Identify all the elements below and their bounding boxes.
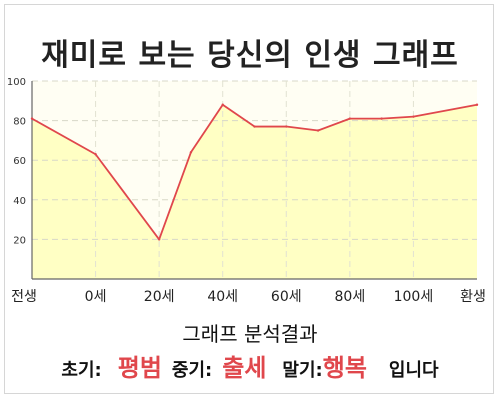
y-tick-label-80: 80 [13,117,26,128]
x-tick-label-1: 0세 [85,289,107,305]
x-tick-label-0: 전생 [11,289,37,305]
x-tick-label-4: 60세 [271,289,302,305]
x-tick-label-3: 40세 [207,289,238,305]
data-point-전생 [30,117,34,120]
x-tick-label-7: 환생 [460,289,486,305]
life-graph-chart: 20 40 60 80 100 전생 0세 20세 40세 60세 80세 100세 환생 [7,77,486,305]
analysis-title: 그래프 분석결과 [182,322,318,346]
x-tick-label-6: 100세 [394,289,434,305]
early-label: 초기: [61,360,102,381]
data-point-40세 [221,103,224,106]
series-line [31,103,478,241]
late-label: 말기: [282,360,323,381]
data-point-환생 [475,103,479,106]
mid-value: 출세 [222,354,267,382]
late-value: 행복 [322,354,367,382]
x-tick-label-2: 20세 [144,289,175,305]
x-tick-label-5: 80세 [335,289,366,305]
data-point-80세 [348,117,352,120]
series-area [32,104,477,279]
y-tick-label-100: 100 [7,77,26,88]
data-point-70세 [316,129,320,132]
mid-label: 중기: [171,360,213,381]
y-tick-label-20: 20 [13,235,26,246]
data-point-30세 [189,151,193,154]
page-title: 재미로 보는 당신의 인생 그래프 [41,38,459,73]
data-point-50세 [253,125,256,128]
y-tick-label-60: 60 [13,156,26,167]
data-point-90세 [380,117,383,120]
data-point-20세 [157,238,161,241]
analysis-summary: 초기: 평범 중기: 출세 말기:행복 입니다 [0,348,500,383]
data-point-60세 [285,125,288,128]
data-point-100세 [412,115,415,118]
data-point-0세 [94,153,97,156]
y-tick-label-40: 40 [13,196,26,207]
early-value: 평범 [117,354,162,382]
summary-suffix: 입니다 [388,360,439,381]
